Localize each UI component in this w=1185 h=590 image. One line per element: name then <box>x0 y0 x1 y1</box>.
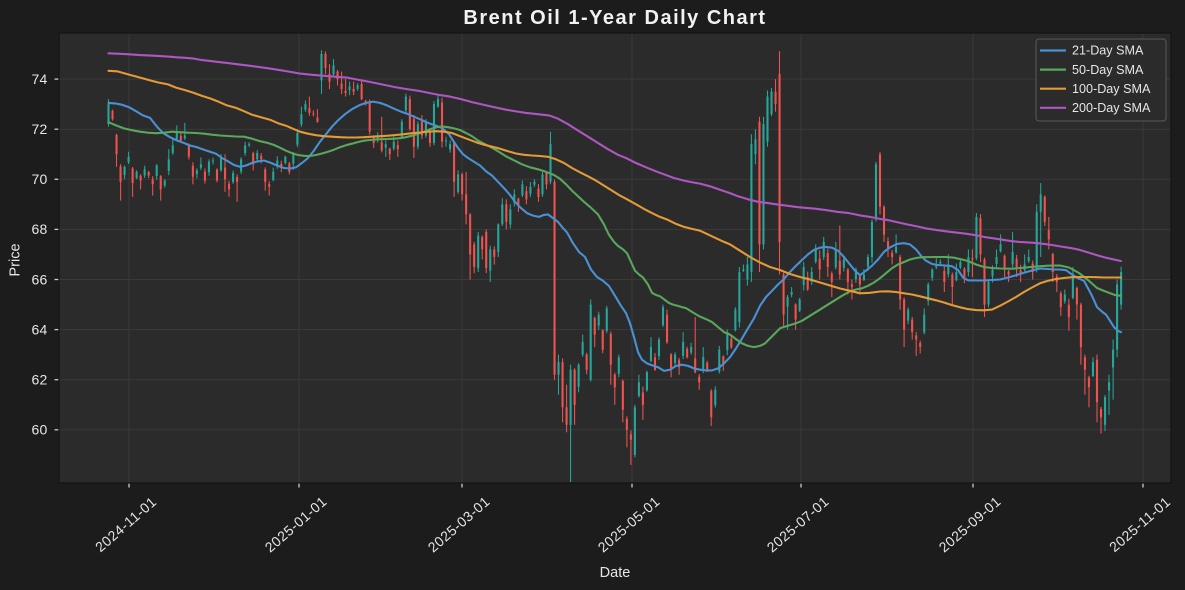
svg-text:68: 68 <box>32 221 48 237</box>
svg-text:72: 72 <box>32 121 48 137</box>
svg-text:Price: Price <box>8 243 24 276</box>
svg-text:70: 70 <box>32 171 48 187</box>
svg-text:Brent Oil 1-Year Daily Chart: Brent Oil 1-Year Daily Chart <box>463 7 766 29</box>
svg-text:62: 62 <box>32 372 48 388</box>
svg-text:74: 74 <box>32 71 48 87</box>
svg-text:64: 64 <box>32 321 48 337</box>
svg-text:66: 66 <box>32 271 48 287</box>
svg-text:60: 60 <box>32 422 48 438</box>
svg-text:21-Day SMA: 21-Day SMA <box>1072 44 1144 58</box>
svg-text:200-Day SMA: 200-Day SMA <box>1072 101 1151 115</box>
svg-text:50-Day SMA: 50-Day SMA <box>1072 63 1144 77</box>
svg-text:100-Day SMA: 100-Day SMA <box>1072 82 1151 96</box>
svg-text:Date: Date <box>600 565 631 581</box>
